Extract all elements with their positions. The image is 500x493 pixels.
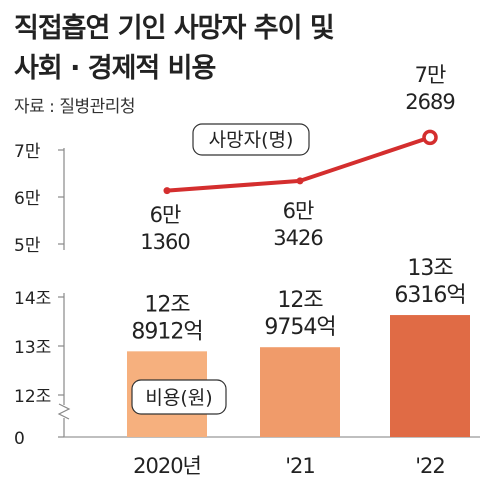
bar-legend-box (131, 379, 227, 415)
line-point (296, 177, 304, 185)
source-label: 자료 : 질병관리청 (14, 97, 136, 117)
line-point (422, 129, 438, 146)
bar-value-label: 6316억 (394, 283, 465, 308)
line-axis-tick-label: 6만 (14, 189, 41, 209)
bar-value-label: 12조 (277, 288, 323, 313)
bar (260, 347, 340, 437)
bar-value-label: 13조 (407, 256, 453, 281)
bar-axis-tick-label: 12조 (14, 387, 51, 407)
x-tick-label: '21 (285, 454, 315, 478)
line-value-label: 6만 (283, 199, 314, 223)
line-value-label: 3426 (273, 226, 323, 250)
bar-axis-tick-label: 0 (14, 429, 25, 449)
bar-axis-tick-label: 13조 (14, 338, 51, 358)
x-tick-label: 2020년 (133, 454, 201, 478)
line-value-label: 2689 (405, 90, 454, 114)
bar-value-label: 9754억 (264, 315, 335, 340)
line-axis-tick-label: 7만 (14, 142, 41, 162)
chart-title-line2: 사회 · 경제적 비용 (14, 53, 216, 84)
line-value-label: 6만 (150, 203, 181, 227)
axis-break-mark (57, 403, 71, 420)
x-tick-label: '22 (415, 454, 445, 478)
bar-value-label: 12조 (144, 292, 190, 317)
bar (390, 315, 470, 437)
bar-axis-tick-label: 14조 (14, 289, 51, 309)
line-value-label: 1360 (140, 230, 189, 254)
bar-legend-label: 비용(원) (145, 387, 212, 409)
line-value-label: 7만 (415, 63, 446, 87)
bar-value-label: 8912억 (131, 319, 202, 344)
line-legend-label: 사망자(명) (209, 129, 294, 151)
line-axis-tick-label: 5만 (14, 236, 41, 256)
chart-title-line1: 직접흡연 기인 사망자 추이 및 (14, 13, 335, 44)
line-point (163, 187, 171, 195)
line-legend-box (192, 123, 310, 156)
